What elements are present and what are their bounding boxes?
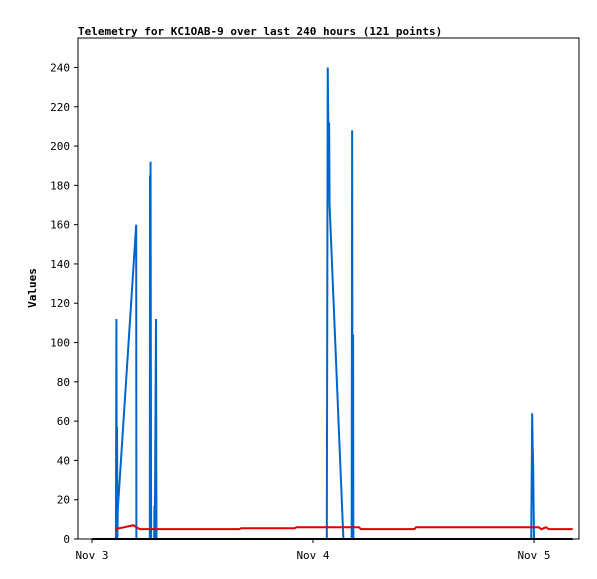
y-axis-label: Values	[26, 268, 39, 308]
y-tick-label: 160	[50, 219, 70, 232]
y-tick-label: 0	[63, 533, 70, 546]
x-axis-ticks: Nov 3 Nov 4 Nov 5	[75, 539, 551, 562]
y-tick-label: 200	[50, 140, 70, 153]
y-tick-label: 60	[57, 415, 70, 428]
y-tick-label: 140	[50, 258, 70, 271]
y-tick-label: 100	[50, 337, 70, 350]
x-tick-label: Nov 4	[296, 549, 329, 562]
y-tick-label: 240	[50, 61, 70, 74]
chart-title: Telemetry for KC1OAB-9 over last 240 hou…	[78, 25, 442, 38]
y-tick-label: 20	[57, 494, 70, 507]
x-tick-label: Nov 3	[75, 549, 108, 562]
y-tick-label: 40	[57, 454, 70, 467]
y-tick-label: 80	[57, 376, 70, 389]
y-tick-label: 220	[50, 101, 70, 114]
y-tick-label: 120	[50, 297, 70, 310]
y-tick-label: 180	[50, 179, 70, 192]
x-tick-label: Nov 5	[517, 549, 550, 562]
series-layer	[92, 67, 573, 540]
series-line-1	[115, 524, 573, 531]
y-axis-ticks: 0 20 40 60 80 100 120 140 160 180 200 220 240	[50, 61, 78, 546]
